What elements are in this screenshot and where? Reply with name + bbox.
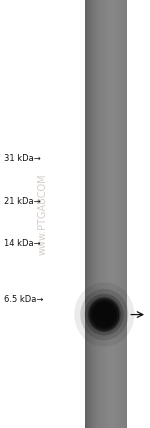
Bar: [119, 0, 120, 428]
Bar: [126, 0, 127, 428]
Ellipse shape: [92, 301, 117, 328]
Bar: [107, 0, 108, 428]
Bar: [114, 0, 115, 428]
Bar: [90, 0, 91, 428]
Bar: [116, 0, 117, 428]
Bar: [96, 0, 97, 428]
Bar: [97, 0, 98, 428]
Bar: [85, 0, 86, 428]
Bar: [116, 0, 117, 428]
Bar: [118, 0, 119, 428]
Bar: [113, 0, 114, 428]
Bar: [92, 0, 93, 428]
Ellipse shape: [74, 282, 134, 347]
Text: 6.5 kDa→: 6.5 kDa→: [4, 295, 44, 304]
Ellipse shape: [85, 294, 124, 336]
Bar: [87, 0, 88, 428]
Bar: [106, 0, 107, 428]
Bar: [122, 0, 123, 428]
Bar: [103, 0, 104, 428]
Bar: [111, 0, 112, 428]
Bar: [115, 0, 116, 428]
Bar: [90, 0, 91, 428]
Bar: [118, 0, 119, 428]
Ellipse shape: [80, 289, 128, 340]
Bar: [109, 0, 110, 428]
Text: 21 kDa→: 21 kDa→: [4, 196, 41, 206]
Bar: [93, 0, 94, 428]
Bar: [105, 0, 106, 428]
Bar: [97, 0, 98, 428]
Bar: [104, 0, 105, 428]
Bar: [127, 0, 150, 428]
Bar: [95, 0, 96, 428]
Ellipse shape: [88, 297, 121, 332]
Bar: [98, 0, 99, 428]
Bar: [100, 0, 102, 428]
Bar: [108, 0, 109, 428]
Bar: [126, 0, 127, 428]
Bar: [125, 0, 126, 428]
Bar: [88, 0, 89, 428]
Bar: [120, 0, 122, 428]
Bar: [89, 0, 90, 428]
Bar: [102, 0, 103, 428]
Bar: [105, 0, 106, 428]
Bar: [99, 0, 100, 428]
Bar: [103, 0, 104, 428]
Bar: [107, 0, 108, 428]
Bar: [0, 0, 85, 428]
Bar: [112, 0, 113, 428]
Bar: [115, 0, 116, 428]
Bar: [86, 0, 87, 428]
Bar: [94, 0, 95, 428]
Bar: [124, 0, 125, 428]
Bar: [123, 0, 124, 428]
Text: 31 kDa→: 31 kDa→: [4, 154, 41, 163]
Bar: [85, 0, 127, 428]
Bar: [87, 0, 88, 428]
Bar: [124, 0, 125, 428]
Bar: [93, 0, 94, 428]
Bar: [117, 0, 118, 428]
Bar: [110, 0, 111, 428]
Bar: [92, 0, 93, 428]
Bar: [108, 0, 109, 428]
Bar: [125, 0, 126, 428]
Bar: [114, 0, 115, 428]
Bar: [96, 0, 97, 428]
Bar: [122, 0, 123, 428]
Bar: [95, 0, 96, 428]
Bar: [91, 0, 92, 428]
Bar: [112, 0, 113, 428]
Bar: [86, 0, 87, 428]
Bar: [89, 0, 90, 428]
Bar: [94, 0, 95, 428]
Bar: [88, 0, 89, 428]
Text: 14 kDa→: 14 kDa→: [4, 239, 41, 249]
Bar: [98, 0, 99, 428]
Bar: [117, 0, 118, 428]
Bar: [99, 0, 100, 428]
Bar: [110, 0, 111, 428]
Bar: [91, 0, 92, 428]
Bar: [104, 0, 105, 428]
Bar: [120, 0, 122, 428]
Bar: [123, 0, 124, 428]
Bar: [102, 0, 103, 428]
Ellipse shape: [89, 299, 119, 330]
Bar: [109, 0, 110, 428]
Bar: [111, 0, 112, 428]
Bar: [106, 0, 107, 428]
Ellipse shape: [95, 305, 113, 324]
Bar: [100, 0, 102, 428]
Text: www.PTGABCOM: www.PTGABCOM: [38, 173, 48, 255]
Bar: [113, 0, 114, 428]
Bar: [85, 0, 86, 428]
Bar: [119, 0, 120, 428]
